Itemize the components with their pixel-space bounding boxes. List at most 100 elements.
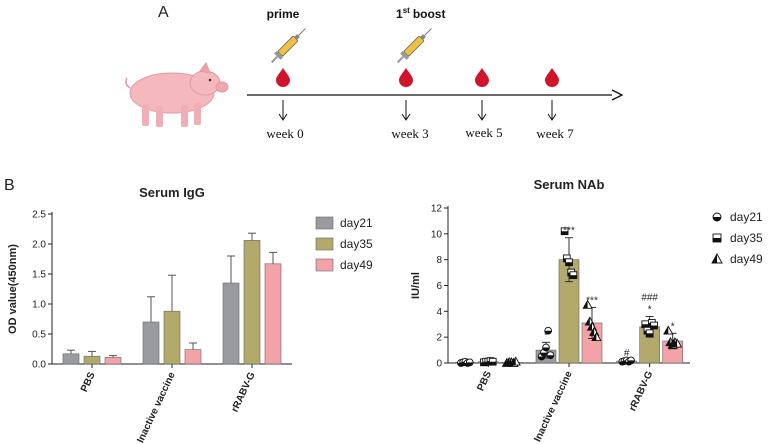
down-arrow-icon (401, 100, 411, 121)
serum-nab-chart: Serum NAb IU/ml 0 2 4 6 8 10 12 PBS Inactive vacci… (410, 177, 763, 444)
data-point (591, 331, 602, 342)
y-tick-label: 2 (436, 333, 442, 344)
bar (163, 310, 181, 365)
data-point-fill (713, 238, 721, 242)
data-point (544, 326, 553, 335)
timepoint-label: week 5 (465, 125, 502, 140)
legend-label: day21 (730, 210, 763, 224)
data-point-fill (670, 337, 675, 346)
data-point-fill (542, 347, 550, 351)
x-tick-label: PBS (79, 370, 98, 394)
y-axis-label: OD value(450nm) (7, 244, 19, 334)
data-point (712, 233, 722, 243)
blood-drop-icon (475, 68, 489, 87)
data-point-fill (663, 326, 669, 335)
data-point (627, 356, 635, 365)
legend-label: day21 (340, 216, 373, 230)
data-point-fill (547, 355, 554, 359)
data-point (537, 352, 546, 361)
timepoint-label: week 3 (391, 126, 428, 141)
down-arrow-icon (547, 100, 557, 121)
x-tick-label: rRABV-G (230, 370, 258, 414)
data-point-fill (583, 300, 588, 309)
x-tick-label: Inactive vaccine (135, 370, 178, 444)
significance-label: # (624, 348, 630, 359)
y-tick-label: 8 (436, 255, 442, 266)
significance-label: * (544, 330, 548, 341)
data-point-fill (650, 325, 658, 329)
legend-label: day35 (730, 231, 763, 245)
data-point-fill (489, 361, 497, 366)
data-point-fill (540, 352, 548, 357)
syringe-icon (396, 28, 432, 64)
data-point-fill (544, 330, 552, 335)
chart-title: Serum IgG (139, 185, 205, 200)
data-point (542, 343, 550, 352)
data-point-fill (713, 217, 721, 221)
legend-swatch (315, 216, 334, 230)
bar (222, 282, 240, 365)
data-point (560, 227, 569, 236)
data-point-fill (511, 357, 516, 366)
data-point-fill (646, 333, 654, 337)
legend-label: day35 (340, 237, 373, 251)
data-point-fill (672, 339, 678, 348)
data-point-fill (466, 362, 474, 366)
bar (62, 353, 80, 365)
timeline-arrowhead (611, 89, 624, 101)
data-point-fill (538, 356, 545, 360)
y-tick-label: 1.5 (32, 270, 46, 281)
y-tick-label: 0 (436, 359, 442, 370)
data-point-fill (712, 254, 717, 263)
legend-swatch (315, 258, 334, 272)
prime-label: prime (267, 7, 300, 21)
bar (142, 321, 160, 365)
chart-title: Serum NAb (534, 177, 605, 192)
data-point (488, 357, 497, 366)
blood-drop-icon (545, 68, 559, 87)
y-tick-label: 12 (431, 204, 443, 215)
data-point-fill (592, 332, 597, 341)
syringe-icon (270, 28, 306, 64)
data-point (671, 338, 683, 348)
data-point-fill (587, 322, 592, 331)
data-point-fill (666, 337, 671, 346)
data-point (711, 253, 723, 264)
y-tick-label: 0.0 (32, 360, 46, 371)
bar (104, 357, 122, 365)
down-arrow-icon (477, 100, 487, 121)
significance-label: ### (641, 293, 658, 304)
x-tick-label: PBS (475, 369, 494, 393)
timepoint-label: week 0 (266, 126, 303, 141)
x-tick-label: Inactive vaccine (532, 369, 575, 444)
timepoint-label: week 7 (536, 126, 574, 141)
legend-label: day49 (730, 252, 763, 266)
y-tick-label: 6 (436, 281, 442, 292)
bar (243, 240, 261, 365)
bar (184, 349, 202, 365)
down-arrow-icon (278, 100, 288, 121)
y-tick-label: 0.5 (32, 330, 46, 341)
pig-illustration (125, 61, 229, 127)
data-point-fill (570, 275, 577, 279)
data-point (510, 356, 521, 366)
y-tick-label: 1.0 (32, 300, 46, 311)
y-tick-label: 4 (436, 307, 442, 318)
data-point-fill (668, 340, 673, 349)
legend-swatch (315, 237, 334, 251)
y-tick-label: 2.0 (32, 240, 46, 251)
y-tick-label: 10 (431, 229, 443, 240)
data-point (641, 320, 650, 329)
significance-label: *** (563, 226, 575, 237)
serum-igg-chart: Serum IgG OD value(450nm) 0.0 0.5 1.0 1.5 2.0 2… (7, 185, 373, 444)
y-axis-label: IU/ml (410, 272, 422, 299)
significance-label: * (671, 321, 675, 332)
data-point-fill (561, 231, 568, 235)
legend-label: day49 (340, 258, 373, 272)
bar (83, 355, 101, 365)
panel-a-letter: A (158, 4, 169, 21)
data-point-fill (589, 327, 595, 336)
panel-b-letter: B (4, 177, 15, 194)
data-point-fill (627, 360, 635, 364)
data-point (663, 325, 674, 335)
